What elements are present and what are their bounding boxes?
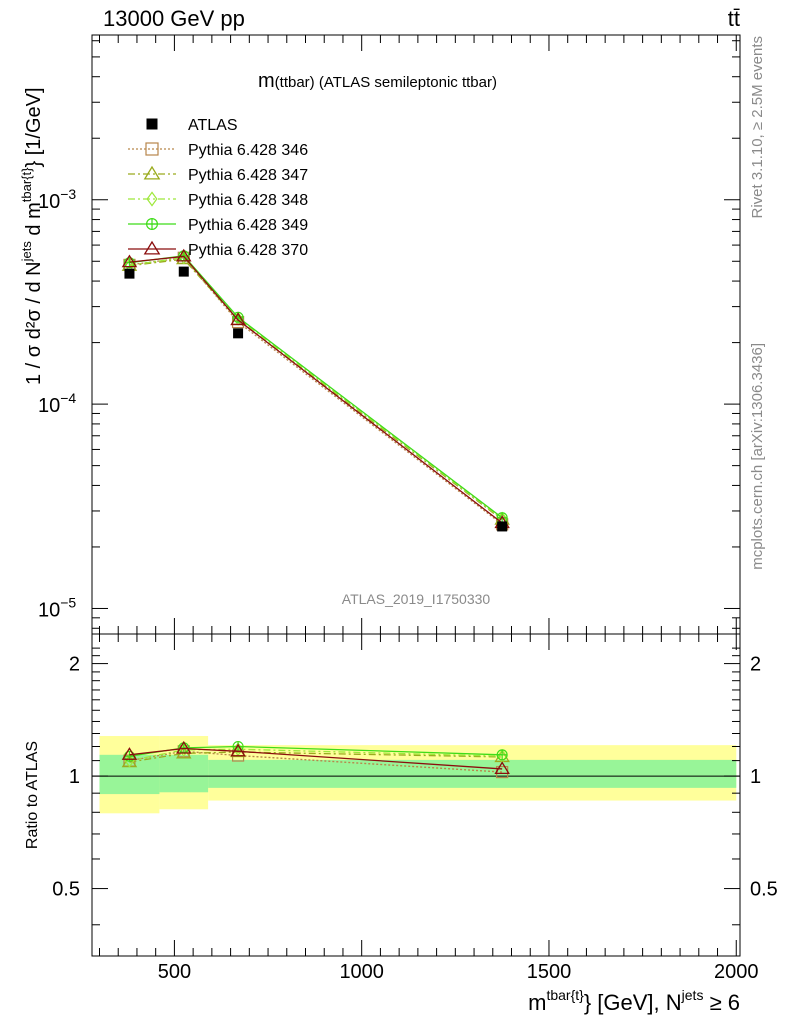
legend-marker [146,218,159,231]
atlas-point [497,521,508,532]
analysis-id: ATLAS_2019_I1750330 [342,591,491,607]
legend-marker-shape [145,142,159,156]
series-point-shape [176,248,192,262]
ratio-point [230,743,246,757]
rivet-label: Rivet 3.1.10, ≥ 2.5M events [749,36,766,219]
series-point [121,254,138,268]
ratio-frame [91,633,741,957]
main-ytick-label: 10−5 [38,594,76,621]
main-ytick-label: 10−4 [38,390,76,417]
xlabel: mtbar{t}} [GeV], Njets ≥ 6 [528,987,740,1015]
ratio-xtick-labels: 500 1000 1500 2000 [158,961,759,983]
inner-band [159,754,209,793]
legend-label: Pythia 6.428 348 [188,192,308,209]
ratio-series [121,740,510,779]
main-panel: 10−5 10−4 10−3 m(ttbar) (ATLAS semileptoni… [19,34,741,635]
uncertainty-bands [99,736,737,814]
legend-marker [146,191,158,207]
ratio-line [129,751,503,763]
ratio-xtick-label: 2000 [714,961,759,983]
legend-label: ATLAS [188,117,238,134]
legend-marker [145,142,159,156]
ratio-point-shape [230,743,246,757]
ratio-ytick-label-left: 2 [69,654,80,676]
ratio-ytick-label-right: 0.5 [750,879,778,901]
legend-entry-2: Pythia 6.428 347 [128,165,308,184]
main-series-1 [123,251,509,531]
ratio-point [124,753,135,768]
atlas-point-shape [233,328,244,339]
ratio-point [121,747,138,760]
series-point [230,312,246,326]
legend-marker-shape [146,191,158,207]
ratio-line [129,748,503,762]
ratio-point [176,740,192,754]
series-line [129,255,503,519]
series-point [176,248,192,262]
legend-label: Pythia 6.428 349 [188,217,308,234]
ratio-ytick-label-left: 0.5 [52,879,80,901]
legend-marker-shape [146,118,158,130]
ratio-point [494,761,510,775]
series-point-shape [230,312,246,326]
atlas-point [124,268,135,279]
ratio-line [129,750,503,773]
atlas-point-shape [124,268,135,279]
inner-band [208,759,737,788]
main-ytick-labels: 10−5 10−4 10−3 [38,186,76,622]
atlas-point-shape [497,521,508,532]
legend-marker [143,165,161,180]
main-series-5 [121,248,510,529]
ratio-ylabel: Ratio to ATLAS [24,741,41,849]
ratio-line [129,747,503,770]
series-point-shape [121,254,138,268]
ratio-series-5 [121,740,510,775]
main-axis-ticks [92,35,740,634]
legend-entry-5: Pythia 6.428 370 [128,240,308,259]
ratio-xtick-label: 1000 [339,961,384,983]
legend-marker-shape [143,240,161,255]
ratio-xtick-label: 500 [158,961,191,983]
main-series [121,248,510,531]
ratio-point-shape [124,753,135,768]
legend-entry-1: Pythia 6.428 346 [128,142,308,159]
ratio-ytick-label-right: 2 [750,654,761,676]
legend-entry-4: Pythia 6.428 349 [128,217,308,234]
ratio-point-shape [176,740,192,754]
atlas-point [178,266,189,277]
energy-label: 13000 GeV pp [103,6,245,31]
legend-entry-atlas: ATLAS [146,117,238,134]
ratio-ytick-labels: 0.5 0.5 1 1 2 2 [52,654,778,901]
series-line [129,255,503,524]
process-label: tt̄ [728,6,740,31]
legend-label: Pythia 6.428 347 [188,167,308,184]
ratio-xtick-label: 1500 [527,961,572,983]
main-ytick-label: 10−3 [38,186,76,213]
chart-title: m(ttbar) (ATLAS semileptonic ttbar) [258,70,497,92]
ratio-axis-ticks [92,634,740,956]
atlas-point-shape [178,266,189,277]
legend: ATLAS Pythia 6.428 346 Pythia 6.428 347 Pyt… [128,117,308,259]
atlas-point [233,328,244,339]
legend-label: Pythia 6.428 370 [188,242,308,259]
legend-marker [146,118,158,130]
legend-entry-3: Pythia 6.428 348 [128,191,308,209]
legend-marker [143,240,161,255]
ratio-point-shape [494,761,510,775]
series-line [129,257,503,525]
series-line [129,258,503,521]
ratio-point-shape [121,747,138,760]
ratio-panel: 0.5 0.5 1 1 2 2 500 1000 1500 2000 Ratio to ATLA… [24,633,778,1015]
legend-label: Pythia 6.428 346 [188,142,308,159]
mcplots-label: mcplots.cern.ch [arXiv:1306.3436] [749,343,766,570]
ratio-point [496,749,508,761]
legend-marker-shape [143,165,161,180]
main-ylabel: 1 / σ d²σ / d Njets d mtbar{t}} [1/GeV] [19,87,45,385]
atlas-data-points [124,266,508,532]
ratio-ytick-label-right: 1 [750,766,761,788]
ratio-ytick-label-left: 1 [69,766,80,788]
